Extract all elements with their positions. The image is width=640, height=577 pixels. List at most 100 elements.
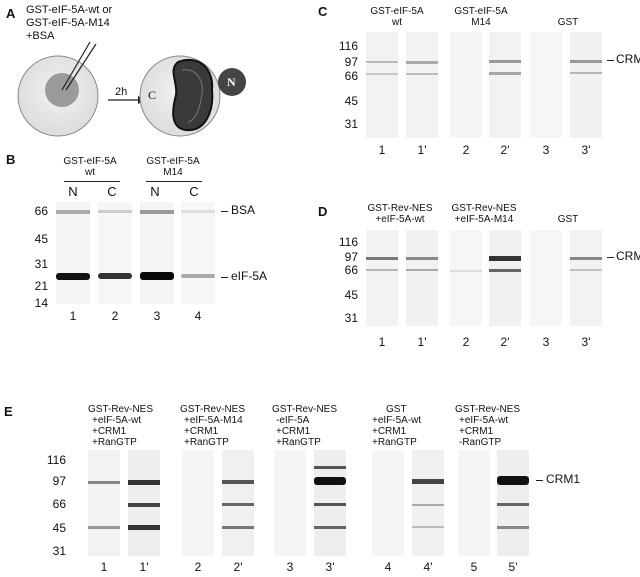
panel-e-group-3: GST-Rev-NES -eIF-5A +CRM1 +RanGTP: [272, 404, 338, 448]
blot-lane: [372, 450, 404, 556]
mw-marker: 97: [52, 474, 66, 488]
lane-number: 3: [542, 335, 550, 349]
panel-b-group-1-line-1: GST-eIF-5A: [63, 156, 117, 167]
lane-number: 1: [378, 335, 386, 349]
panel-c-group-1-line-1: GST-eIF-5A: [370, 6, 424, 17]
panel-d-letter: D: [318, 204, 328, 219]
panel-e-letter: E: [4, 404, 13, 419]
lane-number: 4': [423, 560, 433, 574]
crm1-label: CRM1: [616, 249, 640, 263]
blot-lane: [274, 450, 306, 556]
panel-a-time: 2h: [115, 86, 128, 98]
mw-marker: 31: [344, 311, 358, 325]
mw-marker: 116: [46, 453, 66, 467]
mw-marker: 116: [338, 39, 358, 53]
mw-marker: 14: [34, 296, 48, 310]
lane-number: 5: [470, 560, 478, 574]
blot-lane: [412, 450, 444, 556]
oocyte-schematic: [17, 41, 246, 137]
panel-b-group-2-line-1: GST-eIF-5A: [146, 156, 200, 167]
panel-e-group-1: GST-Rev-NES +eIF-5A-wt +CRM1 +RanGTP: [88, 404, 154, 448]
lane-number: 5': [508, 560, 518, 574]
mw-marker: 66: [344, 263, 358, 277]
mw-marker: 66: [34, 204, 48, 218]
panel-c-group-2-line-2: M14: [471, 17, 491, 28]
mw-marker: 45: [52, 521, 66, 535]
lane-number: 3': [325, 560, 335, 574]
lane-number: 2: [194, 560, 202, 574]
mw-marker: 31: [344, 117, 358, 131]
lane-number: 1: [378, 143, 386, 157]
mw-marker: 31: [34, 257, 48, 271]
blot-lane: [406, 32, 438, 138]
fraction-label: C: [107, 184, 117, 199]
panel-e-group-4: GST +eIF-5A-wt +CRM1 +RanGTP: [372, 404, 422, 448]
mw-marker: 21: [34, 279, 48, 293]
panel-d-group-1-line-2: +eIF-5A-wt: [375, 214, 425, 225]
lane-number: 4: [194, 309, 202, 323]
blot-lane: [222, 450, 254, 556]
blot-lane: [182, 450, 214, 556]
lane-number: 1: [69, 309, 77, 323]
mw-marker: 66: [344, 69, 358, 83]
lane-number: 3: [153, 309, 161, 323]
panel-d-group-2-line-2: +eIF-5A-M14: [454, 214, 514, 225]
blot-lane: [570, 32, 602, 138]
removed-nucleus-region: [172, 59, 214, 132]
blot-lane: [406, 230, 438, 326]
blot-lane: [56, 202, 90, 304]
panel-b-group-2-line-2: M14: [163, 167, 183, 178]
lane-number: 3: [542, 143, 550, 157]
lane-number: 3': [581, 143, 591, 157]
blot-lane: [366, 32, 398, 138]
panel-e-group-2: GST-Rev-NES +eIF-5A-M14 +CRM1 +RanGTP: [180, 404, 246, 448]
lane-number: 2: [462, 143, 470, 157]
lane-number: 2: [462, 335, 470, 349]
panel-c-group-2-line-1: GST-eIF-5A: [454, 6, 508, 17]
panel-a-injection-line-2: GST-eIF-5A-M14: [26, 17, 110, 29]
blot-lane: [458, 450, 490, 556]
panel-a-letter: A: [6, 6, 16, 21]
cytoplasm-label: C: [148, 88, 157, 102]
mw-marker: 45: [34, 232, 48, 246]
panel-d-group-1-line-1: GST-Rev-NES: [367, 203, 433, 214]
panel-d-group-2-line-1: GST-Rev-NES: [451, 203, 517, 214]
lane-number: 2: [111, 309, 119, 323]
blot-lane: [140, 202, 174, 304]
fraction-label: C: [189, 184, 199, 199]
blot-lane: [181, 202, 215, 304]
mw-marker: 97: [344, 250, 358, 264]
panel-a-injection-line-3: +BSA: [26, 30, 55, 42]
mw-marker: 45: [344, 288, 358, 302]
lane-number: 1: [100, 560, 108, 574]
blot-lane: [497, 450, 529, 556]
fraction-label: N: [150, 184, 160, 199]
isolated-nucleus: [218, 68, 246, 96]
lane-number: 4: [384, 560, 392, 574]
lane-number: 3: [286, 560, 294, 574]
blot-lane: [489, 32, 521, 138]
panel-a-injection-line-1: GST-eIF-5A-wt or: [26, 4, 113, 16]
lane-number: 2': [233, 560, 243, 574]
lane-number: 2': [500, 143, 510, 157]
lane-number: 2': [500, 335, 510, 349]
lane-number: 1': [139, 560, 149, 574]
bsa-label: BSA: [231, 203, 256, 217]
blot-lane: [128, 450, 160, 556]
blot-lane: [530, 230, 562, 326]
crm1-label: CRM1: [546, 472, 581, 486]
lane-number: 1': [417, 335, 427, 349]
crm1-label: CRM1: [616, 52, 640, 66]
panel-b-group-1-line-2: wt: [85, 167, 95, 178]
blot-lane: [314, 450, 346, 556]
blot-lane: [489, 230, 521, 326]
mw-marker: 97: [344, 55, 358, 69]
blot-lane: [450, 230, 482, 326]
panel-d-group-3-line-1: GST: [557, 214, 579, 225]
panel-c-letter: C: [318, 4, 328, 19]
lane-number: 3': [581, 335, 591, 349]
needle-icon: [61, 41, 91, 91]
lane-number: 1': [417, 143, 427, 157]
blot-lane: [88, 450, 120, 556]
nucleus-label: N: [227, 75, 236, 89]
